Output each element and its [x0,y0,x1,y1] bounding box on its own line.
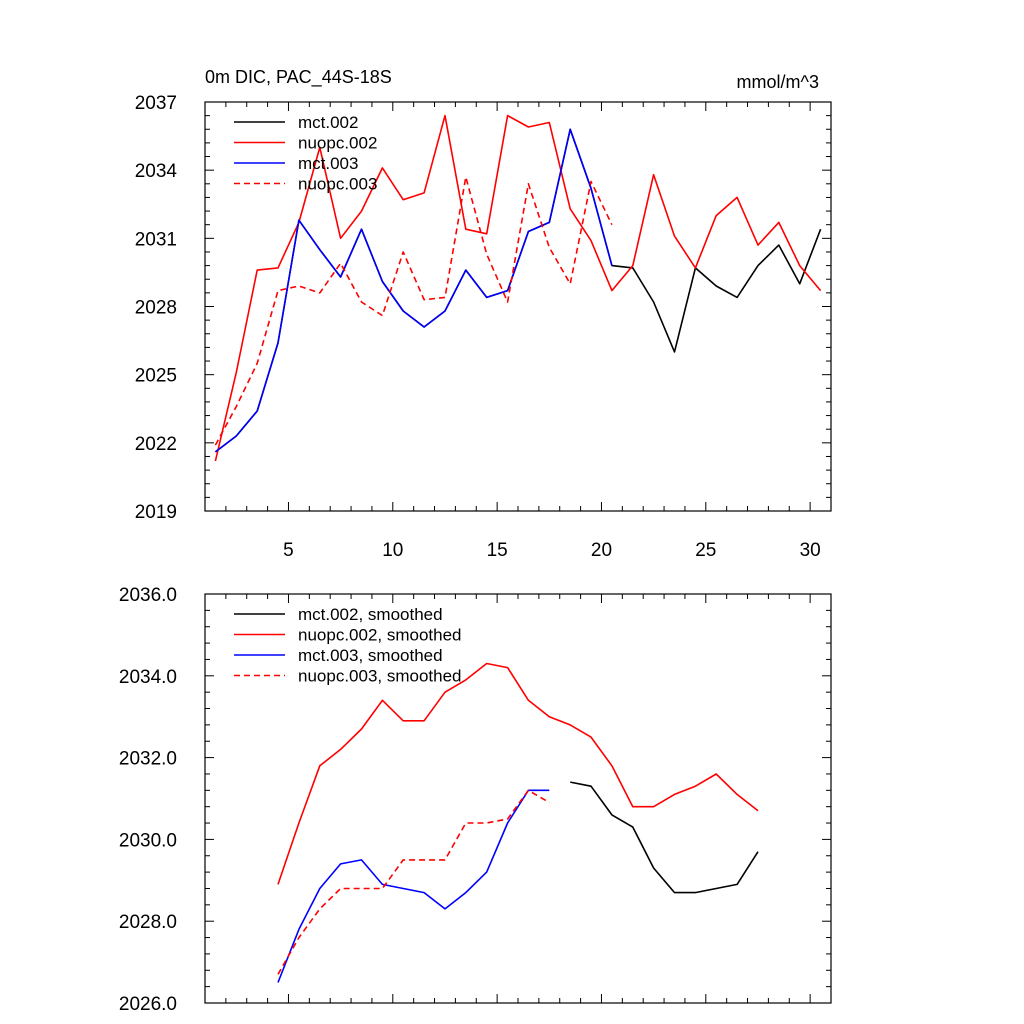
y-tick-label: 2030.0 [119,830,177,851]
y-tick-label: 2036.0 [119,585,177,606]
series-line-nuopc-003 [214,176,613,446]
series-line-nuopc-002 [214,114,822,462]
x-tick-label: 20 [591,540,612,561]
legend-label: mct.002 [298,113,358,132]
legend-label: nuopc.002, smoothed [298,626,462,645]
y-tick-label: 2034 [135,161,178,182]
x-tick-label: 25 [695,540,716,561]
series-line-nuopc-003-smoothed [277,789,550,975]
series-line-nuopc-002-smoothed [277,662,759,885]
series-line-mct-002-smoothed [570,781,759,894]
legend-label: mct.002, smoothed [298,605,443,624]
legend-label: nuopc.003, smoothed [298,667,462,686]
y-tick-label: 2034.0 [119,667,177,688]
legend-label: mct.003 [298,154,358,173]
chart-panel-2: 2026.0 2028.0 2030.0 2032.0 2034.0 2036.0 mct.… [119,585,832,1015]
y-tick-label: 2028 [135,298,177,319]
y-tick-label: 2025 [135,366,177,387]
y-tick-label: 2037 [135,93,177,114]
series-line-mct-003-smoothed [277,789,550,983]
y-tick-label: 2026.0 [119,994,177,1015]
legend-label: mct.003, smoothed [298,646,443,665]
y-tick-label: 2032.0 [119,749,177,770]
y-tick-label: 2028.0 [119,912,177,933]
chart-panel-1: 5 10 15 20 25 3020192022202520282031203420370… [135,67,832,561]
x-tick-label: 30 [800,540,821,561]
series-line-mct-003 [214,128,613,453]
x-tick-label: 5 [283,540,294,561]
y-tick-label: 2031 [135,229,177,250]
units-label: mmol/m^3 [737,72,819,92]
x-tick-label: 15 [487,540,508,561]
chart-title: 0m DIC, PAC_44S-18S [205,67,392,88]
y-tick-label: 2022 [135,434,177,455]
legend-label: nuopc.003 [298,175,377,194]
x-tick-label: 10 [382,540,403,561]
y-tick-label: 2019 [135,502,177,523]
legend-label: nuopc.002 [298,134,377,153]
